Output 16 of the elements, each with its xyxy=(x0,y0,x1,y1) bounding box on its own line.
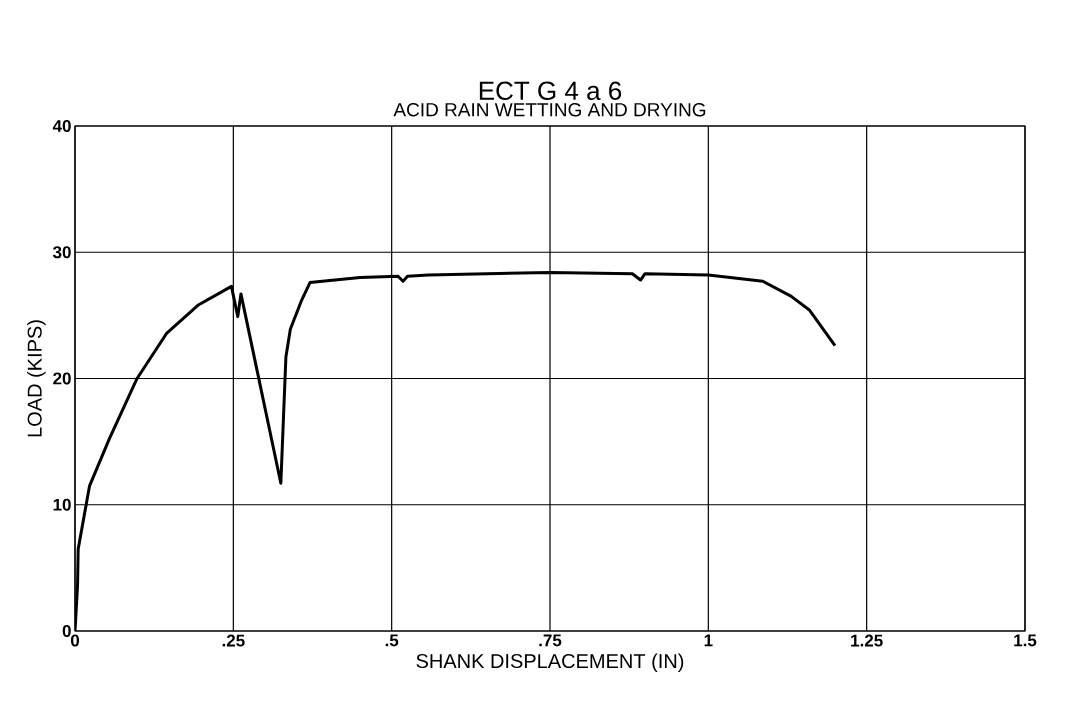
chart-subtitle: ACID RAIN WETTING AND DRYING xyxy=(393,103,706,117)
chart-title: ECT G 4 a 6 xyxy=(479,81,622,101)
y-tick-label: 40 xyxy=(52,119,71,133)
x-tick-label: 1 xyxy=(704,634,713,647)
x-tick-label: .75 xyxy=(539,634,562,647)
y-tick-label: 10 xyxy=(53,498,71,511)
x-tick-label: .5 xyxy=(385,634,399,647)
x-tick-label: .25 xyxy=(222,634,245,647)
x-tick-label: 1.25 xyxy=(851,634,883,647)
x-tick-label: 0 xyxy=(70,634,80,647)
x-axis-title: SHANK DISPLACEMENT (IN) xyxy=(416,653,684,673)
y-tick-label: 30 xyxy=(52,246,71,259)
y-tick-label: 0 xyxy=(62,624,71,638)
y-tick-label: 20 xyxy=(53,372,71,385)
x-tick-label: 1.5 xyxy=(1014,634,1037,647)
y-axis-title: LOAD (KIPS) xyxy=(27,320,46,437)
